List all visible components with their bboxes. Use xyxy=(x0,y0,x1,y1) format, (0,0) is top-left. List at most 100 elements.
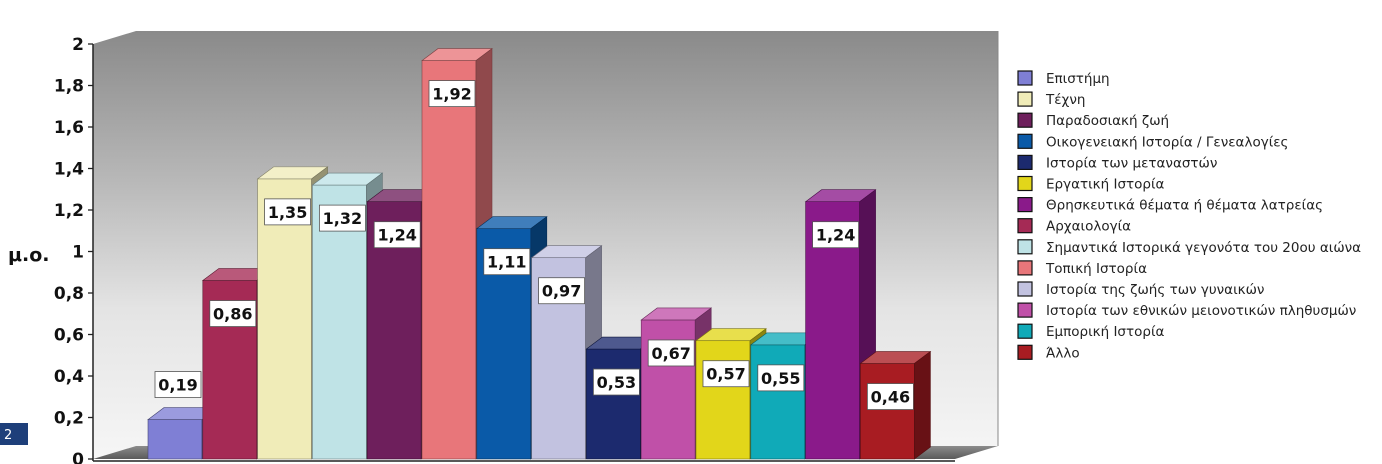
data-label-box xyxy=(757,364,805,392)
y-tick-label: 1,4 xyxy=(54,160,84,180)
bar-front xyxy=(695,340,751,460)
legend-item: Οικογενειακή Ιστορία / Γενεαλογίες xyxy=(1017,133,1288,150)
bar: 1,24 xyxy=(804,189,877,460)
legend: Επιστήμη Τέχνη Παραδοσιακή ζωή Οικογενειακή… xyxy=(1017,70,1361,361)
legend-swatch xyxy=(1017,154,1033,170)
data-label: 0,97 xyxy=(542,282,581,301)
data-label: 0,46 xyxy=(871,388,910,407)
data-label-box xyxy=(812,221,859,249)
legend-label: Εμπορική Ιστορία xyxy=(1046,324,1165,340)
legend-label: Τέχνη xyxy=(1045,92,1085,108)
y-tick-label: 0 xyxy=(72,450,84,464)
legend-item: Ιστορία της ζωής των γυναικών xyxy=(1017,281,1264,298)
data-label: 1,11 xyxy=(487,253,526,272)
data-label: 1,24 xyxy=(377,226,416,245)
data-label-box xyxy=(209,300,257,327)
bar: 1,11 xyxy=(475,216,548,460)
data-label: 0,19 xyxy=(158,376,197,395)
bar-front xyxy=(860,363,915,460)
legend-label: Άλλο xyxy=(1046,345,1080,361)
page-number-badge: 2 xyxy=(0,423,28,445)
data-label-box xyxy=(647,339,695,367)
data-label-box xyxy=(702,360,750,388)
bar-front xyxy=(586,348,641,460)
data-label: 1,92 xyxy=(432,85,471,104)
data-label: 0,53 xyxy=(597,373,636,392)
bars-group: 0,19 0,86 1,35 1,32 1,24 1,92 1,11 0,97 0,53 0,67… xyxy=(147,47,932,460)
data-label: 0,55 xyxy=(761,369,800,388)
data-label-box xyxy=(373,221,421,249)
data-label-box xyxy=(538,277,585,305)
legend-item: Εμπορική Ιστορία xyxy=(1017,323,1165,340)
legend-item: Ιστορία των μεταναστών xyxy=(1017,154,1217,171)
y-axis-label: μ.ο. xyxy=(8,244,49,266)
legend-label: Επιστήμη xyxy=(1046,71,1110,87)
legend-item: Ιστορία των εθνικών μειονοτικών πληθυσμώ… xyxy=(1017,302,1356,319)
legend-item: Θρησκευτικά θέματα ή θέματα λατρείας xyxy=(1017,197,1323,214)
legend-item: Τοπική Ιστορία xyxy=(1017,260,1147,277)
y-tick-label: 1 xyxy=(72,243,84,263)
legend-swatch xyxy=(1017,323,1033,339)
legend-item: Αρχαιολογία xyxy=(1017,218,1131,235)
legend-label: Σημαντικά Ιστορικά γεγονότα του 20ου αιώ… xyxy=(1046,240,1361,256)
data-label: 1,35 xyxy=(268,203,307,222)
data-label-box xyxy=(593,368,640,396)
data-label-box xyxy=(867,383,914,410)
y-tick-label: 0,2 xyxy=(54,409,84,429)
legend-swatch xyxy=(1017,302,1033,318)
legend-item: Εργατική Ιστορία xyxy=(1017,175,1165,193)
legend-swatch xyxy=(1017,239,1033,255)
bar-side xyxy=(914,350,931,460)
legend-label: Θρησκευτικά θέματα ή θέματα λατρείας xyxy=(1046,198,1323,214)
legend-item: Άλλο xyxy=(1017,344,1080,361)
data-label: 0,86 xyxy=(213,305,252,324)
legend-label: Τοπική Ιστορία xyxy=(1045,261,1147,277)
legend-swatch xyxy=(1017,175,1033,192)
data-label-box xyxy=(483,248,531,276)
bar-front xyxy=(257,178,312,460)
data-label-box xyxy=(428,80,476,107)
y-tick-label: 1,2 xyxy=(54,201,84,221)
legend-swatch xyxy=(1017,218,1033,234)
legend-swatch xyxy=(1017,260,1033,276)
legend-label: Οικογενειακή Ιστορία / Γενεαλογίες xyxy=(1046,134,1288,150)
legend-item: Παραδοσιακή ζωή xyxy=(1017,112,1169,129)
data-label: 0,57 xyxy=(706,365,745,384)
legend-label: Παραδοσιακή ζωή xyxy=(1046,113,1169,129)
bar: 0,97 xyxy=(530,245,603,460)
y-tick-label: 1,6 xyxy=(54,118,84,138)
data-label-box xyxy=(264,198,312,226)
y-tick-label: 2 xyxy=(72,35,84,55)
data-label-box xyxy=(154,371,202,398)
bar-front xyxy=(147,419,203,460)
bar-front xyxy=(421,60,477,460)
page-number: 2 xyxy=(4,428,12,443)
legend-swatch xyxy=(1017,91,1033,107)
data-label: 1,32 xyxy=(323,209,362,228)
data-label-box xyxy=(318,204,366,232)
legend-swatch xyxy=(1017,112,1033,128)
legend-swatch xyxy=(1017,344,1033,360)
data-label: 1,24 xyxy=(816,226,855,245)
y-tick-label: 1,8 xyxy=(54,77,84,97)
legend-label: Εργατική Ιστορία xyxy=(1046,177,1165,193)
legend-label: Αρχαιολογία xyxy=(1046,219,1131,235)
legend-item: Επιστήμη xyxy=(1017,70,1110,87)
legend-item: Σημαντικά Ιστορικά γεγονότα του 20ου αιώ… xyxy=(1017,239,1361,256)
bar-front xyxy=(750,344,806,460)
bar: 0,46 xyxy=(859,350,932,460)
legend-swatch xyxy=(1017,281,1033,297)
y-tick-label: 0,6 xyxy=(54,326,84,346)
legend-label: Ιστορία των μεταναστών xyxy=(1046,155,1217,171)
legend-swatch xyxy=(1017,70,1033,86)
y-axis: 0 0,2 0,4 0,6 0,8 1 1,2 1,4 1,6 1,8 2 xyxy=(54,35,955,464)
legend-swatch xyxy=(1017,197,1033,213)
legend-label: Ιστορία της ζωής των γυναικών xyxy=(1046,282,1264,298)
y-tick-label: 0,4 xyxy=(54,367,84,387)
y-tick-label: 0,8 xyxy=(54,284,84,304)
legend-item: Τέχνη xyxy=(1017,91,1085,108)
legend-label: Ιστορία των εθνικών μειονοτικών πληθυσμώ… xyxy=(1046,303,1356,319)
data-label: 0,67 xyxy=(651,344,690,363)
legend-swatch xyxy=(1017,133,1033,149)
